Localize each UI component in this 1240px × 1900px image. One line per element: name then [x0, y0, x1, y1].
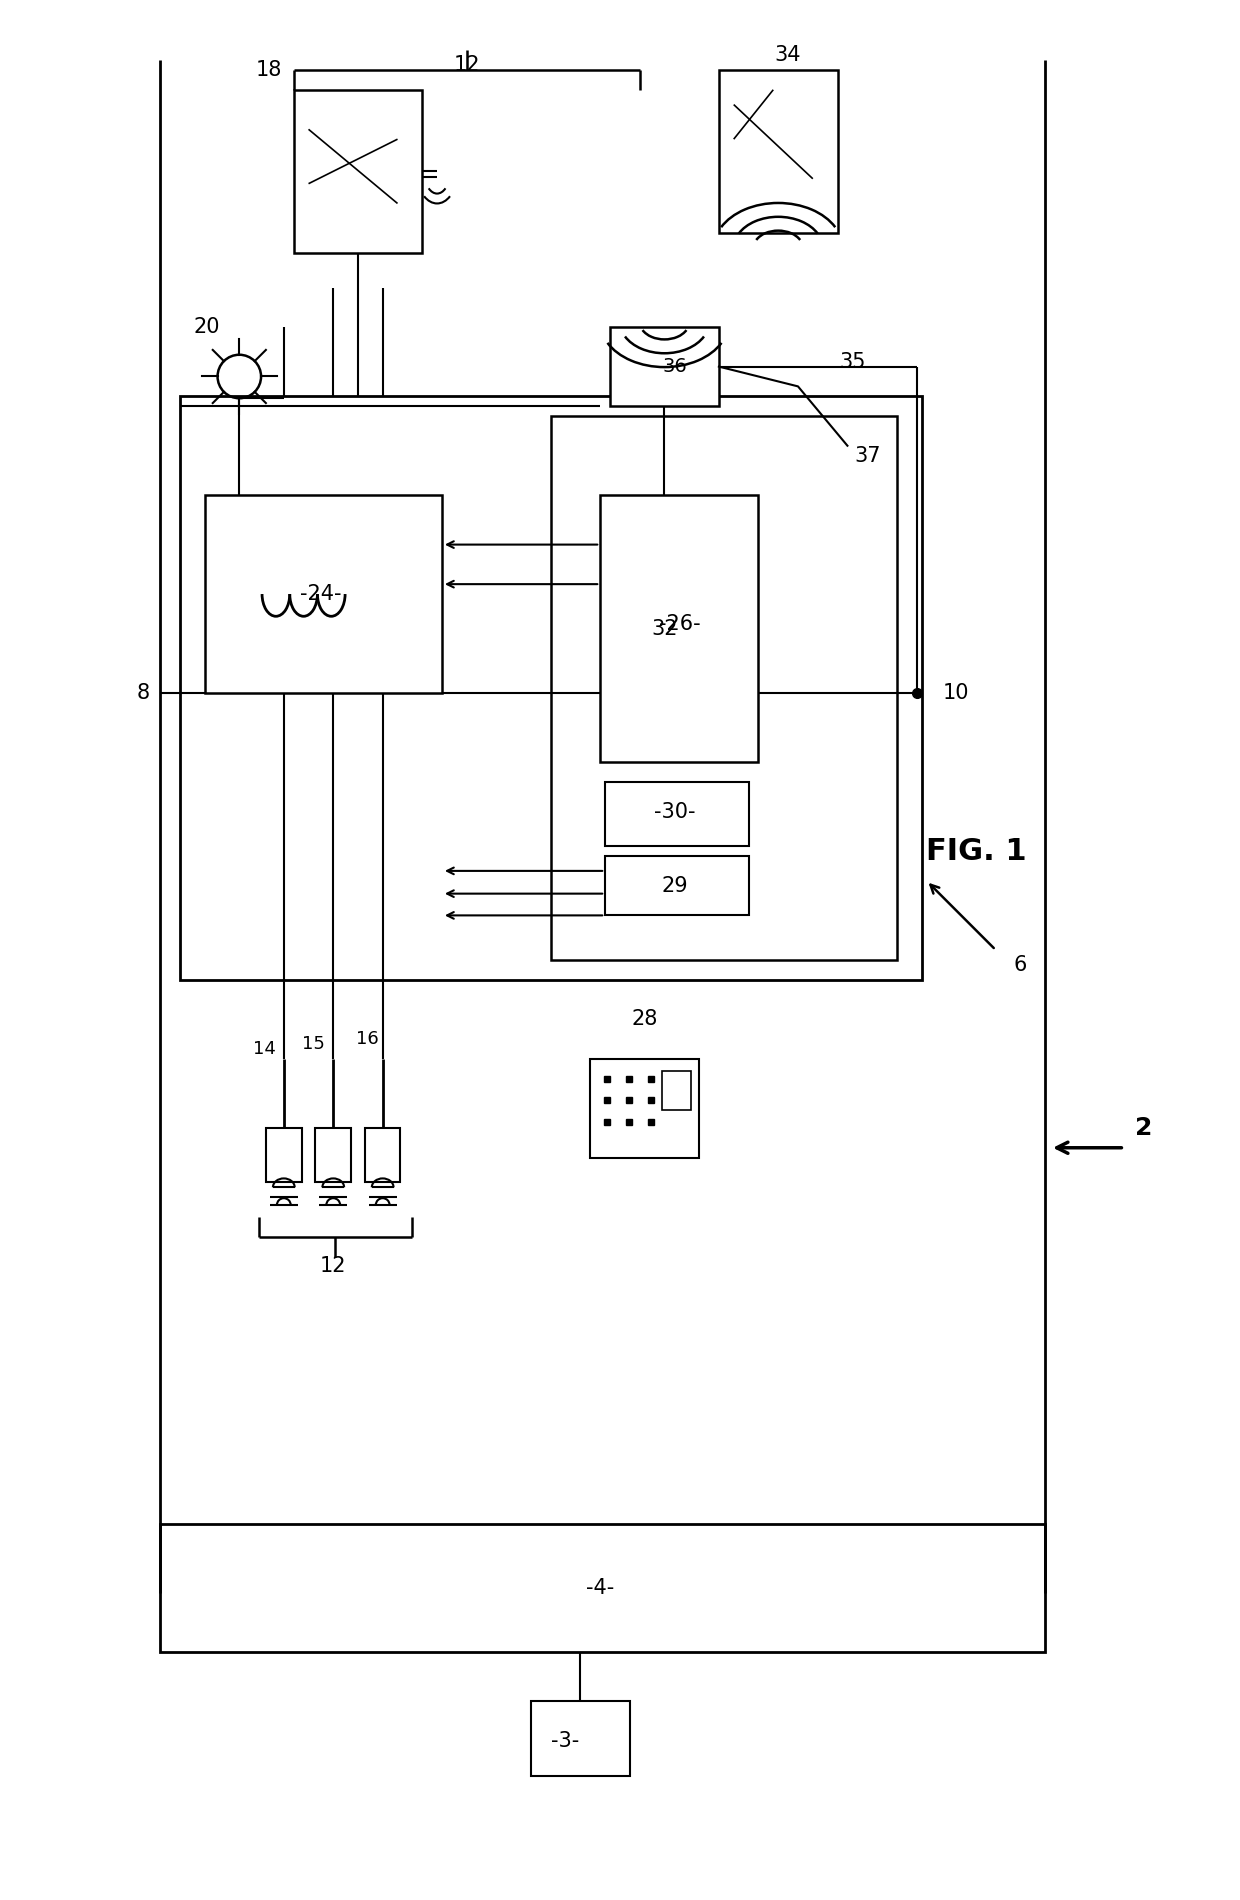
- Text: 15: 15: [303, 1036, 325, 1053]
- Text: -30-: -30-: [653, 802, 696, 821]
- Bar: [605, 783, 749, 846]
- Bar: [205, 496, 441, 694]
- Text: 20: 20: [193, 317, 219, 336]
- Text: 16: 16: [356, 1030, 379, 1049]
- Text: 6: 6: [1014, 956, 1027, 975]
- Bar: [610, 327, 719, 407]
- Text: 36: 36: [662, 357, 687, 376]
- Bar: [294, 89, 423, 253]
- Text: 12: 12: [320, 1256, 346, 1277]
- Bar: [661, 1070, 691, 1110]
- Text: -3-: -3-: [552, 1731, 580, 1752]
- Bar: [590, 1058, 699, 1157]
- Bar: [605, 857, 749, 916]
- Bar: [180, 397, 921, 980]
- Text: 28: 28: [631, 1009, 658, 1030]
- Text: 34: 34: [775, 46, 801, 65]
- Text: 35: 35: [839, 352, 866, 372]
- Text: -4-: -4-: [587, 1577, 614, 1598]
- Text: 8: 8: [136, 682, 150, 703]
- Text: 18: 18: [255, 61, 283, 80]
- Bar: [160, 1524, 1045, 1651]
- Bar: [365, 1129, 401, 1182]
- Text: 14: 14: [253, 1039, 275, 1058]
- Bar: [551, 416, 897, 960]
- Text: 12: 12: [454, 55, 480, 74]
- Bar: [719, 70, 837, 234]
- Text: 32: 32: [651, 619, 678, 638]
- Text: FIG. 1: FIG. 1: [925, 836, 1027, 866]
- Bar: [600, 496, 759, 762]
- Text: -24-: -24-: [300, 583, 341, 604]
- Text: -26-: -26-: [658, 614, 701, 635]
- Bar: [267, 1129, 301, 1182]
- Bar: [315, 1129, 351, 1182]
- Text: 10: 10: [942, 682, 970, 703]
- Bar: [531, 1702, 630, 1777]
- Text: 37: 37: [854, 446, 880, 466]
- Text: 2: 2: [1136, 1115, 1153, 1140]
- Text: 29: 29: [661, 876, 688, 895]
